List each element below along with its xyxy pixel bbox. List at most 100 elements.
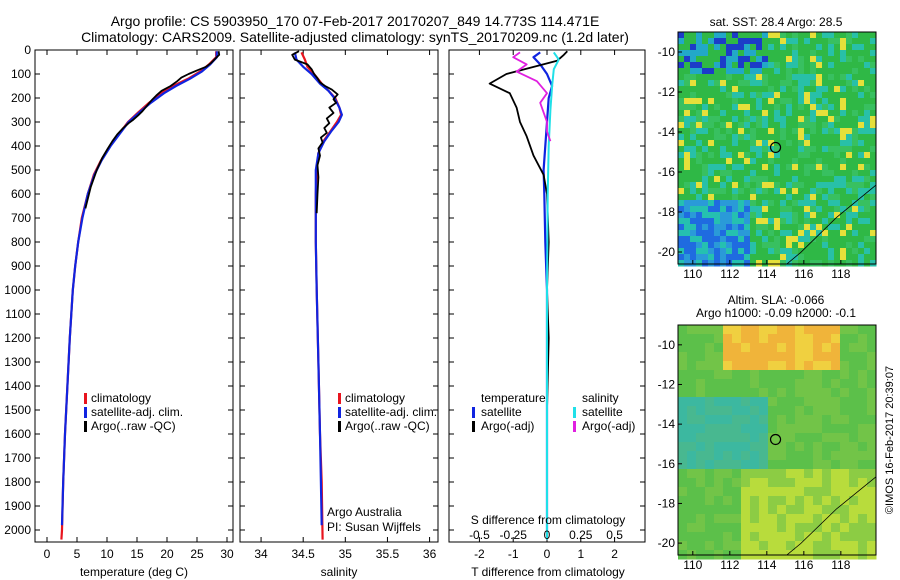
map-cell xyxy=(750,80,757,87)
map-cell xyxy=(864,38,871,45)
map-cell xyxy=(870,182,877,189)
map-cell xyxy=(822,170,829,177)
map-cell xyxy=(738,68,745,75)
map-cell xyxy=(705,352,715,362)
map-cell xyxy=(810,104,817,111)
map-cell xyxy=(822,86,829,93)
map-cell xyxy=(696,80,703,87)
map-cell xyxy=(792,218,799,225)
map-cell xyxy=(768,110,775,117)
map-cell xyxy=(840,469,850,479)
map-cell xyxy=(810,38,817,45)
map-cell xyxy=(723,523,733,533)
map-cell xyxy=(822,182,829,189)
map-cell xyxy=(786,325,796,335)
legend-swatch-t-argo xyxy=(472,421,475,432)
map-cell xyxy=(759,487,769,497)
map-cell xyxy=(780,80,787,87)
map-cell xyxy=(867,523,877,533)
map-cell xyxy=(828,146,835,153)
map-cell xyxy=(777,424,787,434)
map-cell xyxy=(864,134,871,141)
map-cell xyxy=(786,194,793,201)
map-cell xyxy=(696,248,703,255)
map-cell xyxy=(804,32,811,39)
map-cell xyxy=(750,248,757,255)
map-cell xyxy=(702,140,709,147)
map-cell xyxy=(678,170,685,177)
map-cell xyxy=(804,523,814,533)
map-cell xyxy=(834,188,841,195)
map-cell xyxy=(780,140,787,147)
map-cell xyxy=(768,68,775,75)
map-cell xyxy=(684,212,691,219)
map-cell xyxy=(732,254,739,261)
map-cell xyxy=(804,140,811,147)
map-cell xyxy=(732,248,739,255)
map-cell xyxy=(834,140,841,147)
map-cell xyxy=(852,92,859,99)
legend-header-salinity: salinity xyxy=(582,391,619,405)
map-cell xyxy=(744,98,751,105)
map-cell xyxy=(864,104,871,111)
map-cell xyxy=(780,104,787,111)
legend-swatch-satellite xyxy=(338,407,341,418)
map-cell xyxy=(708,170,715,177)
map-cell xyxy=(792,86,799,93)
map-cell xyxy=(792,128,799,135)
map-cell xyxy=(696,242,703,249)
map-cell xyxy=(720,44,727,51)
map-cell xyxy=(795,343,805,353)
map-cell xyxy=(822,361,832,371)
map-cell xyxy=(732,212,739,219)
map-cell xyxy=(726,128,733,135)
map-cell xyxy=(750,523,760,533)
map-cell xyxy=(690,98,697,105)
map-cell xyxy=(786,361,796,371)
map-cell xyxy=(786,152,793,159)
map-cell xyxy=(816,116,823,123)
map-cell xyxy=(864,56,871,63)
map-cell xyxy=(741,451,751,461)
map-cell xyxy=(690,188,697,195)
map-cell xyxy=(870,236,877,243)
map-cell xyxy=(702,92,709,99)
map-cell xyxy=(762,116,769,123)
map-cell xyxy=(723,514,733,524)
map-cell xyxy=(720,164,727,171)
map-cell xyxy=(822,128,829,135)
map-cell xyxy=(738,212,745,219)
map-cell xyxy=(822,532,832,542)
map-cell xyxy=(702,224,709,231)
map-cell xyxy=(759,325,769,335)
map-cell xyxy=(804,116,811,123)
map-cell xyxy=(840,325,850,335)
map-cell xyxy=(846,158,853,165)
map-cell xyxy=(822,176,829,183)
map-cell xyxy=(834,164,841,171)
map-cell xyxy=(768,523,778,533)
map-cell xyxy=(768,254,775,261)
map-cell xyxy=(810,146,817,153)
map-cell xyxy=(678,248,685,255)
map-cell xyxy=(810,68,817,75)
map-cell xyxy=(810,236,817,243)
map-cell xyxy=(720,86,727,93)
map-cell xyxy=(816,74,823,81)
map-cell xyxy=(714,248,721,255)
legend-label-satellite: satellite-adj. clim. xyxy=(345,405,437,419)
map-cell xyxy=(849,469,859,479)
map-cell xyxy=(852,62,859,69)
map-cell xyxy=(804,230,811,237)
map-cell xyxy=(738,218,745,225)
map-cell xyxy=(714,182,721,189)
map-cell xyxy=(738,146,745,153)
map-y-tick-label: -10 xyxy=(658,338,676,352)
y-tick-label: 1100 xyxy=(5,307,31,321)
map-cell xyxy=(849,325,859,335)
map-cell xyxy=(696,74,703,81)
map-cell xyxy=(804,104,811,111)
map-cell xyxy=(858,370,868,380)
map-cell xyxy=(726,206,733,213)
map-cell xyxy=(858,164,865,171)
